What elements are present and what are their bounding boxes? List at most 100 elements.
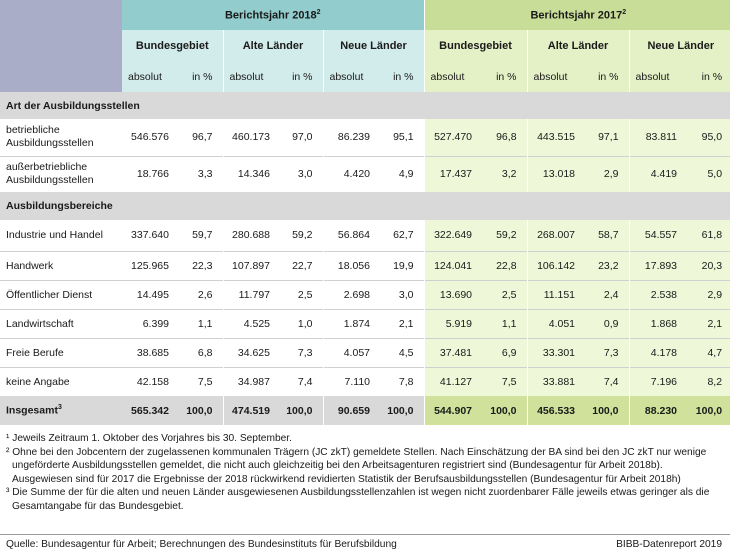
cell-percent: 8,2 bbox=[685, 366, 730, 396]
cell-absolut: 527.470 bbox=[423, 119, 481, 156]
cell-absolut: 322.649 bbox=[423, 220, 481, 251]
cell-percent: 3,2 bbox=[480, 155, 528, 192]
cell-absolut: 33.301 bbox=[526, 337, 584, 367]
cell-absolut: 107.897 bbox=[222, 250, 278, 280]
cell-percent: 5,0 bbox=[685, 155, 730, 192]
header-corner bbox=[0, 0, 122, 92]
cell-absolut: 565.342 bbox=[122, 396, 177, 425]
cell-percent: 19,9 bbox=[378, 250, 425, 280]
header-absolut: absolut bbox=[628, 61, 686, 92]
cell-percent: 23,2 bbox=[583, 250, 630, 280]
cell-percent: 0,9 bbox=[583, 308, 630, 338]
source-row: Quelle: Bundesagentur für Arbeit; Berech… bbox=[0, 534, 730, 554]
row-label: Freie Berufe bbox=[0, 337, 122, 367]
cell-percent: 3,0 bbox=[278, 155, 323, 192]
cell-percent: 22,3 bbox=[177, 250, 223, 280]
cell-absolut: 2.538 bbox=[628, 279, 686, 309]
table-row: Handwerk 125.965 22,3 107.897 22,7 18.056 19,9… bbox=[0, 250, 730, 280]
cell-absolut: 37.481 bbox=[423, 337, 481, 367]
cell-absolut: 5.919 bbox=[423, 308, 481, 338]
cell-percent: 7,3 bbox=[278, 337, 323, 367]
cell-percent: 22,7 bbox=[278, 250, 323, 280]
cell-percent: 97,0 bbox=[292, 131, 313, 144]
cell-percent: 59,2 bbox=[480, 220, 528, 251]
cell-absolut: 34.625 bbox=[222, 337, 278, 367]
table-row: Industrie und Handel 337.640 59,7 280.688 59… bbox=[0, 220, 730, 251]
cell-absolut: 4.420 bbox=[322, 155, 378, 192]
cell-absolut: 4.525 bbox=[222, 308, 278, 338]
cell-percent: 96,8 bbox=[480, 119, 528, 156]
cell-percent: 6,8 bbox=[177, 337, 223, 367]
cell-percent: 20,3 bbox=[685, 250, 730, 280]
cell-percent: 97,1 bbox=[583, 119, 630, 156]
data-table: Berichtsjahr 20182 Berichtsjahr 20172 Bu… bbox=[0, 0, 730, 425]
cell-absolut: 4.057 bbox=[322, 337, 378, 367]
cell-absolut: 18.056 bbox=[322, 250, 378, 280]
cell-percent: 100,0 bbox=[685, 396, 730, 425]
cell-percent: 1,0 bbox=[278, 308, 323, 338]
cell-absolut: 34.987 bbox=[222, 366, 278, 396]
cell-absolut: 56.864 bbox=[322, 220, 378, 251]
cell-percent: 1,1 bbox=[177, 308, 223, 338]
cell-absolut: 88.230 bbox=[628, 396, 686, 425]
row-label: betriebliche Ausbildungsstellen bbox=[6, 124, 94, 150]
cell-absolut: 544.907 bbox=[423, 396, 481, 425]
header-region: Alte Länder bbox=[222, 30, 323, 61]
cell-percent: 61,8 bbox=[685, 220, 730, 251]
cell-absolut: 54.557 bbox=[628, 220, 686, 251]
cell-percent: 100,0 bbox=[583, 396, 630, 425]
cell-percent: 7,5 bbox=[177, 366, 223, 396]
table-row: betriebliche Ausbildungsstellen 546.576 96… bbox=[0, 119, 730, 156]
cell-percent: 7,5 bbox=[480, 366, 528, 396]
header-in-pct: in % bbox=[480, 61, 528, 92]
section-heading: Ausbildungsbereiche bbox=[0, 192, 730, 220]
cell-absolut: 86.239 bbox=[322, 119, 378, 156]
header-year-2018: Berichtsjahr 20182 bbox=[122, 0, 425, 30]
cell-percent: 95,1 bbox=[393, 131, 414, 144]
header-absolut: absolut bbox=[423, 61, 481, 92]
cell-absolut: 11.797 bbox=[222, 279, 278, 309]
cell-percent: 7,8 bbox=[378, 366, 425, 396]
cell-percent: 2,6 bbox=[177, 279, 223, 309]
table-row: keine Angabe 42.158 7,5 34.987 7,4 7.110 7,8 41… bbox=[0, 366, 730, 396]
cell-percent: 2,1 bbox=[378, 308, 425, 338]
cell-absolut: 4.178 bbox=[628, 337, 686, 367]
cell-percent: 100,0 bbox=[378, 396, 425, 425]
row-label: Öffentlicher Dienst bbox=[0, 279, 122, 309]
cell-percent: 59,2 bbox=[292, 229, 313, 242]
header-region: Bundesgebiet bbox=[423, 30, 528, 61]
cell-percent: 96,7 bbox=[192, 131, 213, 144]
cell-absolut: 4.051 bbox=[526, 308, 584, 338]
total-label: Insgesamt3 bbox=[0, 396, 122, 425]
cell-percent: 100,0 bbox=[177, 396, 223, 425]
cell-absolut: 546.576 bbox=[131, 131, 169, 144]
cell-absolut: 7.196 bbox=[628, 366, 686, 396]
cell-percent: 59,7 bbox=[192, 229, 213, 242]
source-note: Quelle: Bundesagentur für Arbeit; Berech… bbox=[6, 539, 397, 550]
cell-percent: 2,1 bbox=[685, 308, 730, 338]
cell-percent: 4,7 bbox=[685, 337, 730, 367]
cell-absolut: 14.495 bbox=[122, 279, 177, 309]
table-row: Öffentlicher Dienst 14.495 2,6 11.797 2,5 2.6… bbox=[0, 279, 730, 309]
cell-absolut: 4.419 bbox=[628, 155, 686, 192]
cell-percent: 4,5 bbox=[378, 337, 425, 367]
cell-percent: 2,9 bbox=[583, 155, 630, 192]
cell-percent: 58,7 bbox=[583, 220, 630, 251]
cell-percent: 100,0 bbox=[480, 396, 528, 425]
header-in-pct: in % bbox=[685, 61, 730, 92]
header-in-pct: in % bbox=[378, 61, 425, 92]
footnotes: ¹ Jeweils Zeitraum 1. Oktober des Vorjah… bbox=[6, 432, 724, 514]
cell-absolut: 443.515 bbox=[526, 119, 584, 156]
cell-absolut: 17.437 bbox=[423, 155, 481, 192]
cell-absolut: 33.881 bbox=[526, 366, 584, 396]
cell-absolut: 17.893 bbox=[628, 250, 686, 280]
cell-absolut: 460.173 bbox=[222, 119, 278, 156]
credit-label: BIBB-Datenreport 2019 bbox=[616, 539, 722, 550]
cell-absolut: 1.874 bbox=[322, 308, 378, 338]
cell-percent: 3,3 bbox=[177, 155, 223, 192]
cell-percent: 100,0 bbox=[278, 396, 323, 425]
cell-absolut: 2.698 bbox=[322, 279, 378, 309]
header-region: Bundesgebiet bbox=[122, 30, 223, 61]
cell-percent: 2,9 bbox=[685, 279, 730, 309]
